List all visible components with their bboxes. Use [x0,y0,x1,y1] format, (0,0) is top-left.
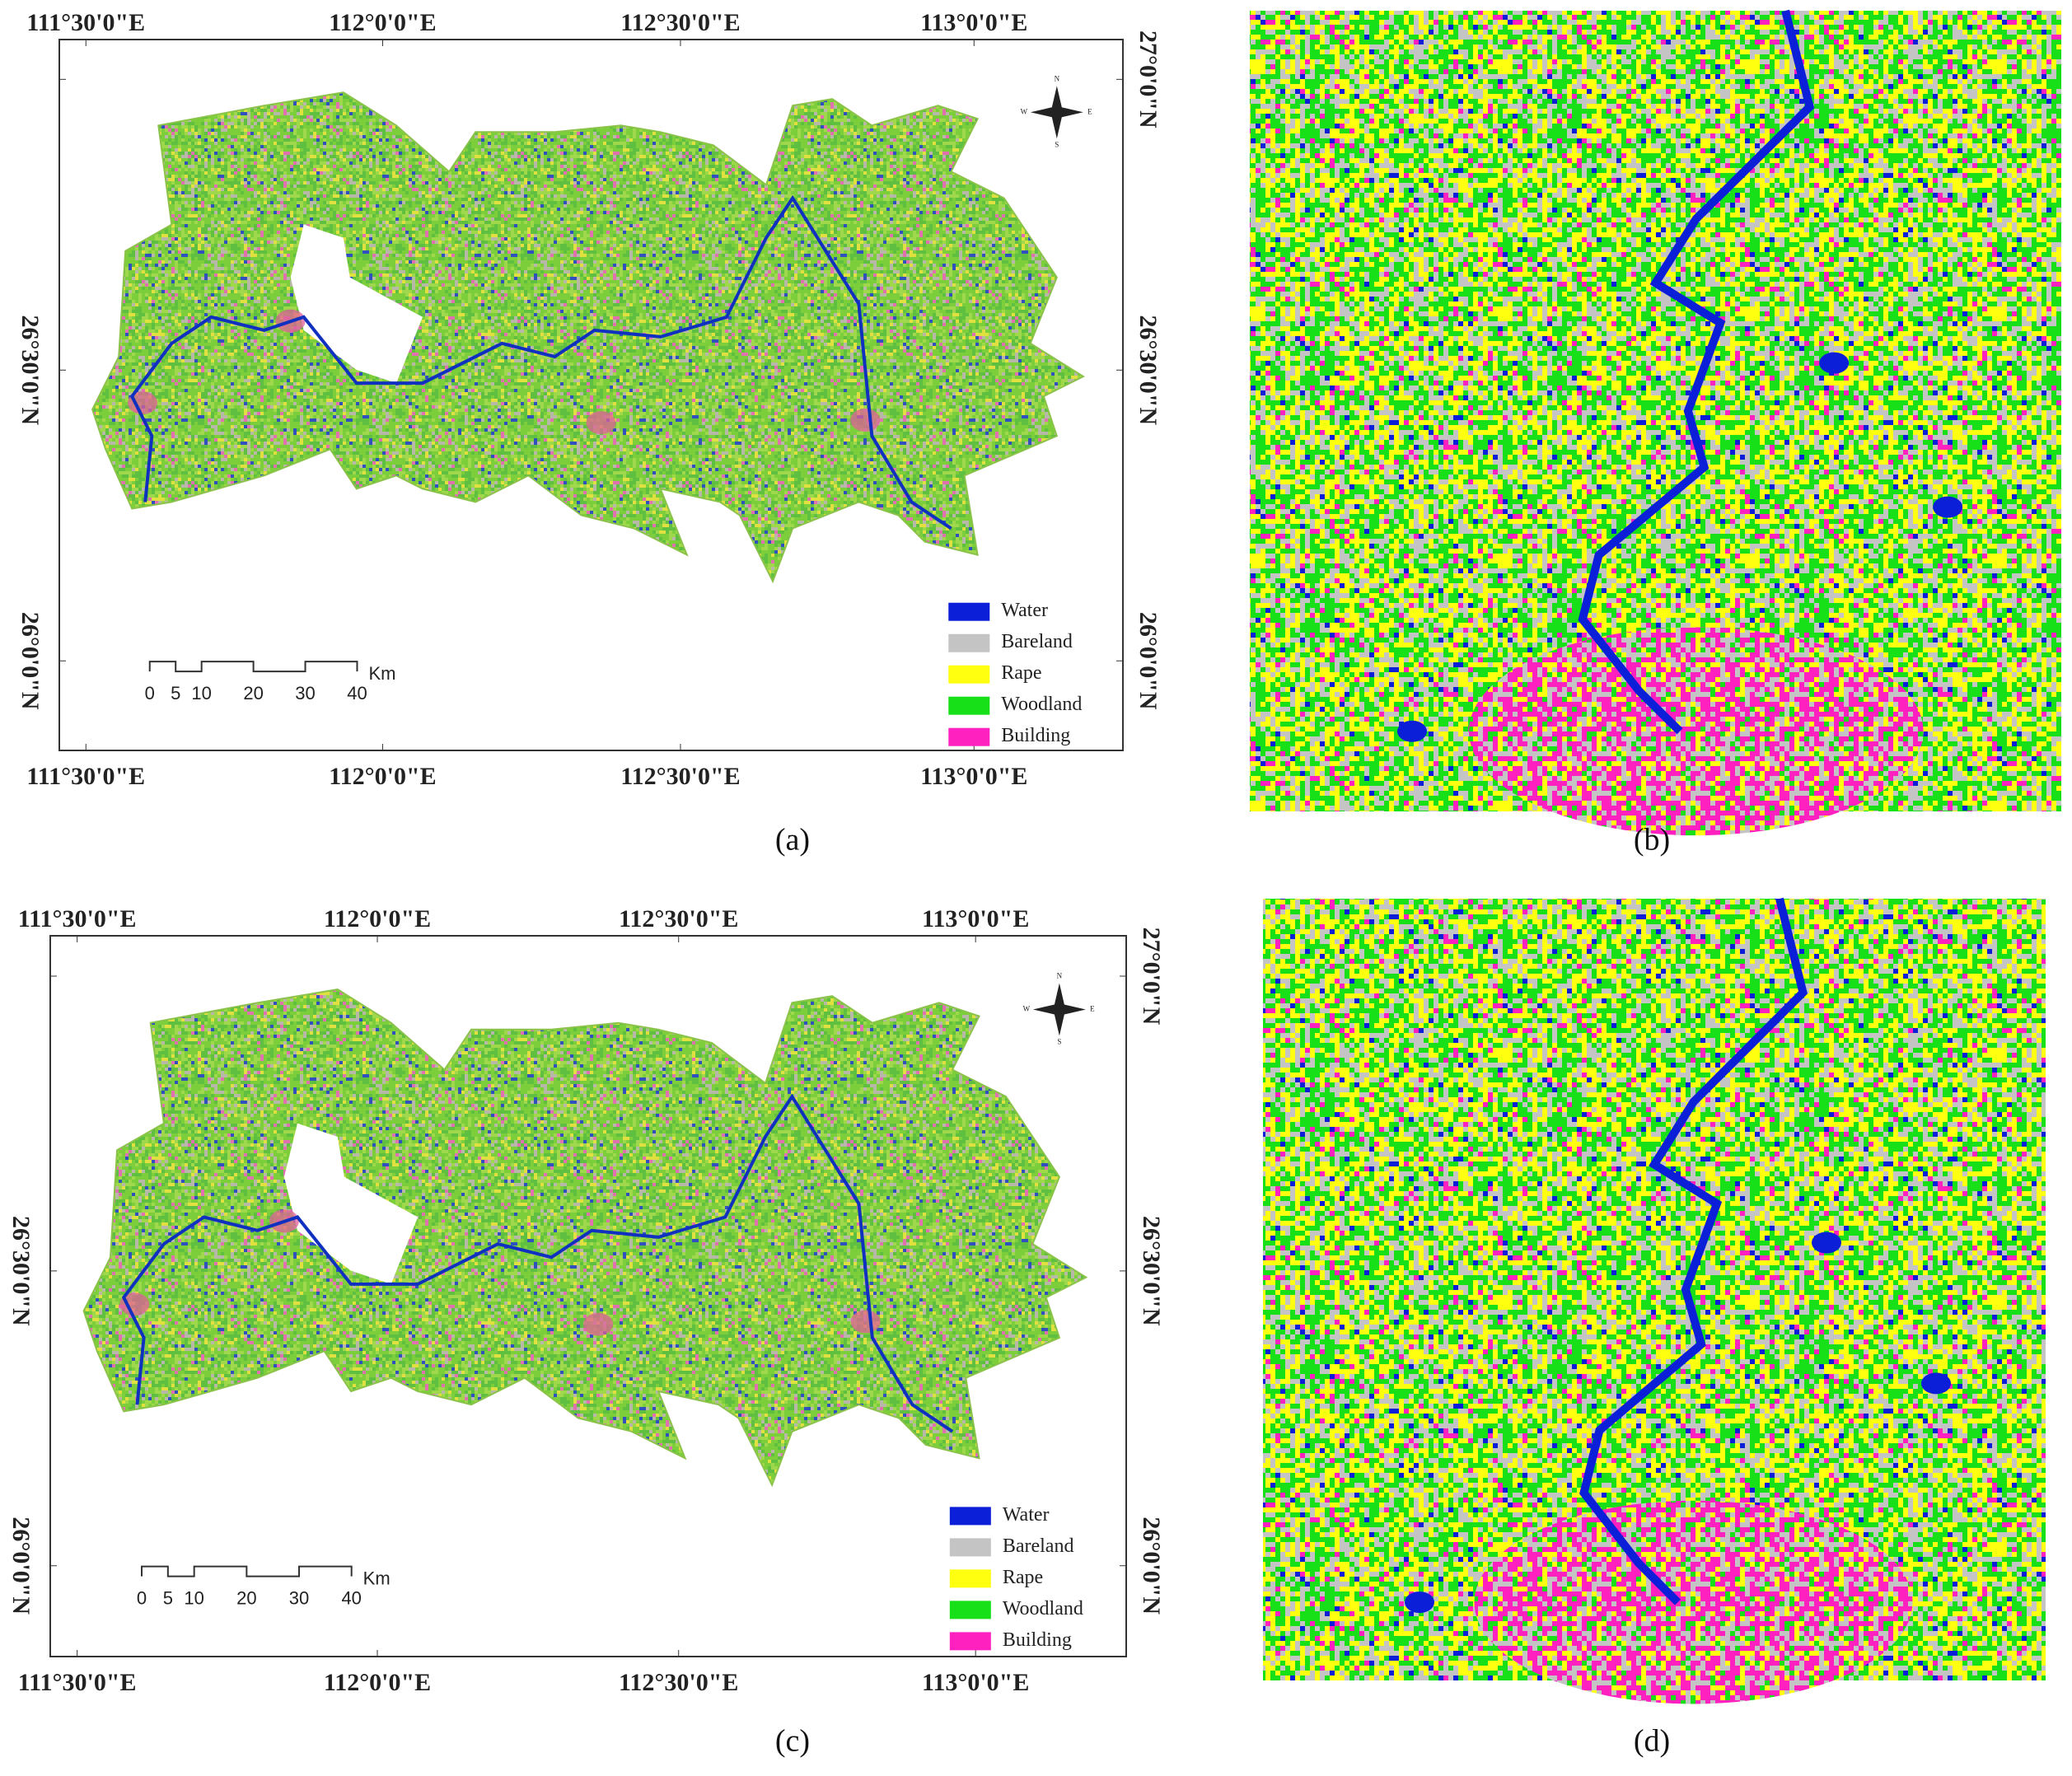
figure: 111°30'0"E 112°0'0"E 112°30'0"E 113°0'0"E11… [7,9,2061,1759]
